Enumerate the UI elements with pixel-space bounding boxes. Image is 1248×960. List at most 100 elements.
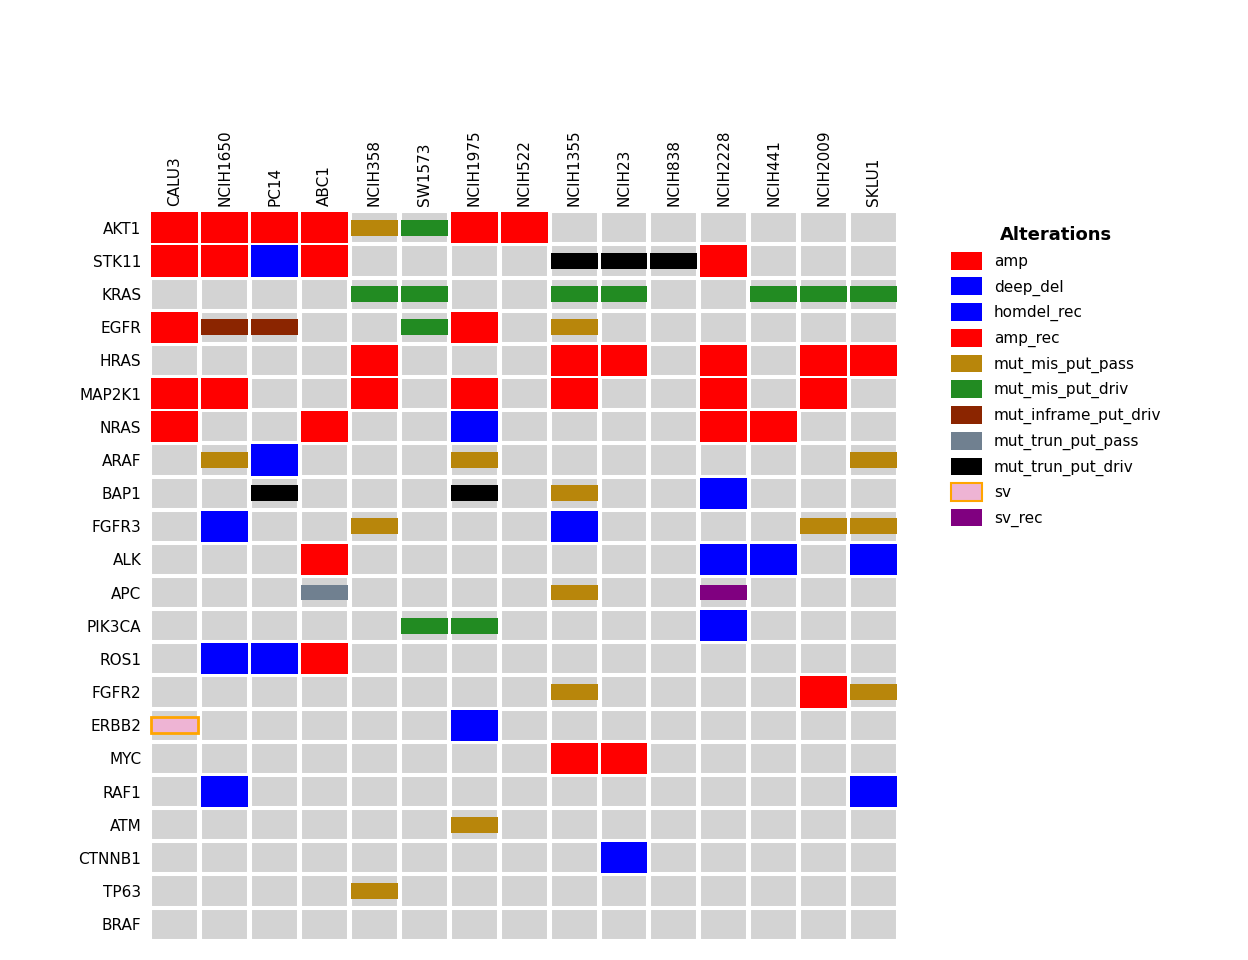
Bar — [850, 411, 897, 443]
Bar — [301, 212, 348, 244]
Bar — [451, 312, 498, 343]
Bar — [351, 477, 398, 509]
Bar — [500, 212, 548, 244]
Bar — [451, 278, 498, 310]
Bar — [151, 717, 198, 733]
Bar — [251, 709, 298, 741]
Bar — [351, 643, 398, 675]
Bar — [650, 411, 698, 443]
Bar — [351, 518, 398, 534]
Bar — [550, 543, 598, 575]
Bar — [700, 842, 748, 874]
Bar — [550, 908, 598, 940]
Bar — [850, 577, 897, 609]
Bar — [251, 677, 298, 708]
Bar — [750, 611, 797, 641]
Bar — [600, 709, 648, 741]
Bar — [301, 876, 348, 906]
Bar — [600, 253, 648, 269]
Bar — [251, 411, 298, 443]
Bar — [600, 876, 648, 906]
Bar — [750, 511, 797, 541]
Bar — [451, 378, 498, 409]
Bar — [600, 312, 648, 343]
Bar — [201, 611, 248, 641]
Bar — [401, 444, 448, 475]
Bar — [451, 411, 498, 443]
Bar — [251, 611, 298, 641]
Bar — [451, 577, 498, 609]
Bar — [750, 212, 797, 244]
Bar — [151, 378, 198, 409]
Bar — [750, 677, 797, 708]
Bar — [301, 212, 348, 244]
Bar — [650, 246, 698, 276]
Bar — [500, 278, 548, 310]
Bar — [351, 378, 398, 409]
Bar — [700, 278, 748, 310]
Bar — [650, 643, 698, 675]
Bar — [550, 477, 598, 509]
Bar — [650, 577, 698, 609]
Bar — [301, 643, 348, 675]
Bar — [451, 908, 498, 940]
Bar — [550, 312, 598, 343]
Bar — [700, 643, 748, 675]
Bar — [301, 709, 348, 741]
Bar — [650, 543, 698, 575]
Bar — [351, 677, 398, 708]
Bar — [750, 743, 797, 774]
Bar — [650, 709, 698, 741]
Bar — [650, 776, 698, 807]
Bar — [550, 378, 598, 409]
Bar — [151, 312, 198, 343]
Bar — [301, 278, 348, 310]
Bar — [451, 543, 498, 575]
Bar — [550, 511, 598, 541]
Bar — [650, 477, 698, 509]
Bar — [800, 743, 847, 774]
Bar — [351, 776, 398, 807]
Bar — [500, 477, 548, 509]
Bar — [800, 809, 847, 840]
Bar — [301, 411, 348, 443]
Bar — [800, 411, 847, 443]
Bar — [401, 611, 448, 641]
Bar — [500, 611, 548, 641]
Bar — [401, 776, 448, 807]
Bar — [850, 677, 897, 708]
Bar — [600, 212, 648, 244]
Bar — [600, 842, 648, 874]
Bar — [301, 908, 348, 940]
Bar — [351, 378, 398, 409]
Bar — [201, 543, 248, 575]
Bar — [650, 908, 698, 940]
Bar — [600, 842, 648, 874]
Bar — [550, 253, 598, 269]
Bar — [650, 312, 698, 343]
Bar — [700, 246, 748, 276]
Bar — [401, 809, 448, 840]
Bar — [451, 486, 498, 501]
Bar — [850, 286, 897, 301]
Bar — [550, 677, 598, 708]
Bar — [550, 320, 598, 335]
Bar — [700, 345, 748, 376]
Bar — [301, 444, 348, 475]
Bar — [750, 577, 797, 609]
Bar — [401, 677, 448, 708]
Bar — [850, 743, 897, 774]
Bar — [301, 543, 348, 575]
Bar — [151, 743, 198, 774]
Bar — [251, 643, 298, 675]
Bar — [850, 212, 897, 244]
Bar — [451, 345, 498, 376]
Bar — [351, 883, 398, 899]
Bar — [850, 876, 897, 906]
Bar — [700, 876, 748, 906]
Bar — [850, 511, 897, 541]
Bar — [451, 611, 498, 641]
Bar — [850, 345, 897, 376]
Bar — [650, 278, 698, 310]
Bar — [800, 643, 847, 675]
